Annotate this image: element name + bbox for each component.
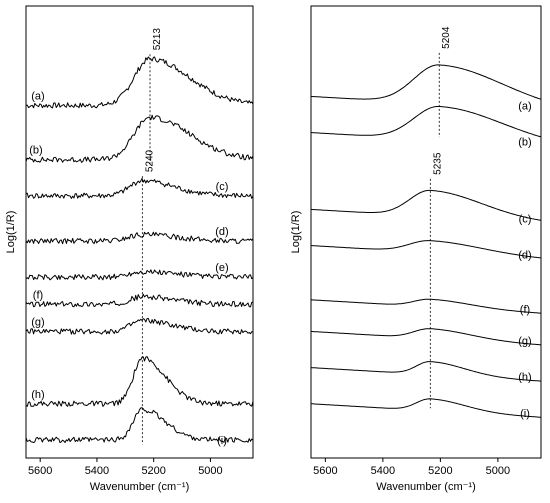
series-label: (d) [215,226,228,238]
series-d-line [25,231,254,245]
peak-label: 5240 [144,149,155,172]
peak-label: 5204 [441,26,452,49]
series-label: (c) [216,181,229,193]
x-tick-label: 5000 [486,465,510,477]
series-label: (a) [31,90,44,102]
series-a-line [310,64,542,100]
x-tick-label: 5400 [85,465,109,477]
series-label: (f) [33,289,43,301]
series-f-line [310,298,542,314]
series-label: (h) [518,372,531,384]
plot-frame [25,5,254,459]
series-g-line [310,328,542,346]
series-label: (i) [520,408,530,420]
series-i-line [311,398,542,418]
series-label: (b) [518,137,531,149]
x-axis-title: Wavenumber (cm⁻¹) [90,481,190,493]
x-tick-label: 5200 [141,465,165,477]
left-panel: 5600 5400 5200 5000 Wavenumber (cm⁻¹) Log(1/R… [5,5,254,493]
series-a-line [25,56,254,109]
series-label: (g) [518,335,531,347]
x-tick-label: 5200 [428,465,452,477]
x-tick-label: 5000 [198,465,222,477]
series-c-line [25,178,254,199]
x-tick-label: 5600 [28,465,52,477]
x-tick-label: 5600 [313,465,337,477]
peak-label: 5235 [432,152,443,175]
y-axis-title: Log(1/R) [290,211,302,254]
series-i-line [25,407,254,444]
right-panel: 5600 5400 5200 5000 Wavenumber (cm⁻¹) Log(1/R… [290,5,542,493]
series-label: (g) [31,316,44,328]
series-f-line [25,293,254,308]
series-c-line [310,189,542,221]
series-label: (c) [519,213,532,225]
series-label: (b) [29,145,42,157]
series-e-line [25,269,254,281]
y-axis-title: Log(1/R) [5,211,17,254]
series-d-line [311,240,542,259]
series-b-line [311,106,542,138]
series-h-line [25,356,254,407]
peak-label: 5213 [152,28,163,51]
series-label: (a) [518,100,531,112]
series-label: (e) [215,262,228,274]
series-h-line [310,361,542,382]
series-label: (d) [518,250,531,262]
x-tick-label: 5400 [371,465,395,477]
series-label: (h) [31,389,44,401]
series-g-line [25,317,254,335]
plot-frame [310,5,542,459]
series-b-line [25,114,254,163]
x-axis-title: Wavenumber (cm⁻¹) [376,481,476,493]
series-label: (i) [217,435,227,447]
series-label: (f) [520,304,530,316]
